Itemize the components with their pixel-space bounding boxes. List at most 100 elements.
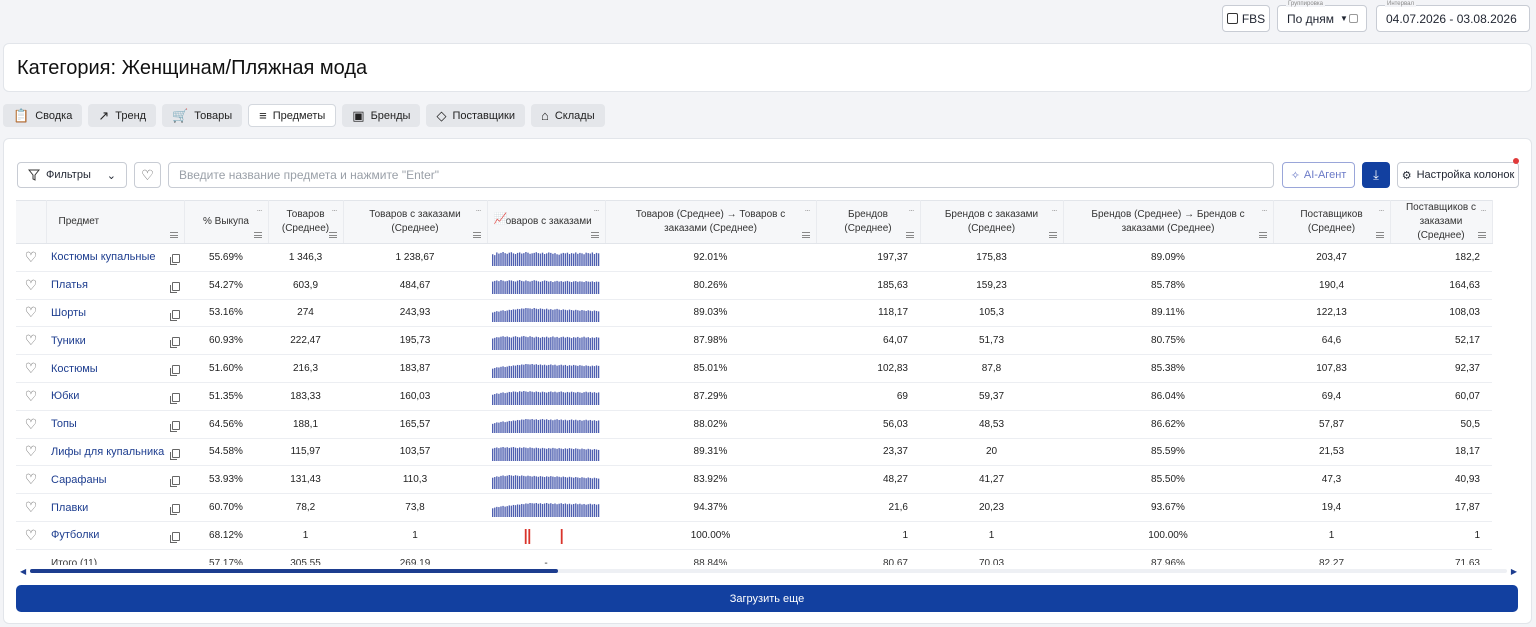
tab-1[interactable]: ↗ Тренд bbox=[88, 104, 157, 127]
column-header-suppliers_orders[interactable]: Поставщиков с заказами (Среднее) ··· bbox=[1390, 200, 1493, 244]
subject-link[interactable]: Костюмы купальные bbox=[51, 251, 156, 264]
column-header-goods[interactable]: Товаров (Среднее) ··· bbox=[268, 200, 344, 244]
grouping-select[interactable]: Группировка По дням ▼ bbox=[1277, 1, 1367, 32]
heart-icon[interactable]: ♡ bbox=[24, 248, 38, 265]
favorite-cell[interactable]: ♡ bbox=[16, 326, 46, 356]
column-header-goods_orders[interactable]: Товаров с заказами (Среднее) ··· bbox=[343, 200, 488, 244]
column-header-spark[interactable]: 📈 Товаров с заказами ··· bbox=[487, 200, 606, 244]
more-icon[interactable]: ··· bbox=[908, 206, 915, 215]
column-menu-icon[interactable] bbox=[169, 232, 178, 238]
more-icon[interactable]: ··· bbox=[1261, 206, 1268, 215]
subject-link[interactable]: Лифы для купальника bbox=[51, 445, 165, 458]
load-more-button[interactable]: Загрузить еще bbox=[16, 585, 1518, 612]
copy-icon[interactable] bbox=[170, 504, 180, 516]
scroll-left-icon[interactable]: ◀ bbox=[20, 567, 27, 576]
heart-icon[interactable]: ♡ bbox=[24, 526, 38, 543]
column-menu-icon[interactable] bbox=[1477, 232, 1486, 238]
column-menu-icon[interactable] bbox=[253, 232, 262, 238]
column-menu-icon[interactable] bbox=[328, 232, 337, 238]
subject-link[interactable]: Туники bbox=[51, 334, 86, 347]
spark-bar bbox=[514, 336, 517, 350]
copy-icon[interactable] bbox=[170, 531, 180, 543]
favorite-cell[interactable]: ♡ bbox=[16, 493, 46, 522]
interval-picker[interactable]: Интервал 04.07.2026 - 03.08.2026 bbox=[1376, 1, 1530, 32]
horizontal-scrollbar[interactable]: ◀ ▶ bbox=[20, 567, 1517, 576]
subject-link[interactable]: Платья bbox=[51, 279, 88, 292]
tab-0[interactable]: 📋 Сводка bbox=[3, 104, 83, 127]
more-icon[interactable]: ··· bbox=[1378, 206, 1385, 215]
filters-button[interactable]: Фильтры ⌄ bbox=[17, 162, 127, 188]
copy-icon[interactable] bbox=[170, 365, 180, 377]
column-menu-icon[interactable] bbox=[590, 232, 599, 238]
favorite-cell[interactable]: ♡ bbox=[16, 438, 46, 467]
ai-agent-button[interactable]: ✧ AI-Агент bbox=[1282, 162, 1355, 188]
scroll-right-icon[interactable]: ▶ bbox=[1510, 567, 1517, 576]
copy-icon[interactable] bbox=[170, 281, 180, 293]
favorite-cell[interactable]: ♡ bbox=[16, 299, 46, 328]
copy-icon[interactable] bbox=[170, 476, 180, 488]
copy-icon[interactable] bbox=[170, 392, 180, 404]
column-header-brands_orders[interactable]: Брендов с заказами (Среднее) ··· bbox=[920, 200, 1064, 244]
spark-bar bbox=[533, 448, 535, 461]
heart-icon[interactable]: ♡ bbox=[24, 443, 38, 460]
subject-link[interactable]: Футболки bbox=[51, 529, 100, 542]
tab-4[interactable]: ▣ Бренды bbox=[342, 104, 421, 127]
column-settings-button[interactable]: ⚙ Настройка колонок bbox=[1397, 162, 1519, 188]
heart-icon[interactable]: ♡ bbox=[24, 499, 38, 516]
subject-link[interactable]: Плавки bbox=[51, 501, 89, 514]
heart-icon[interactable]: ♡ bbox=[24, 387, 38, 404]
column-menu-icon[interactable] bbox=[1375, 232, 1384, 238]
column-menu-icon[interactable] bbox=[1048, 232, 1057, 238]
column-header-brands_ratio[interactable]: Брендов (Среднее) → Брендов с заказами (… bbox=[1063, 200, 1274, 244]
column-menu-icon[interactable] bbox=[1258, 232, 1267, 238]
heart-icon[interactable]: ♡ bbox=[24, 276, 38, 293]
fbs-toggle[interactable]: FBS bbox=[1222, 5, 1270, 32]
subject-link[interactable]: Костюмы bbox=[51, 362, 98, 375]
heart-icon[interactable]: ♡ bbox=[24, 471, 38, 488]
tab-2[interactable]: 🛒 Товары bbox=[162, 104, 243, 127]
tab-5[interactable]: ◇ Поставщики bbox=[426, 104, 525, 127]
column-header-goods_ratio[interactable]: Товаров (Среднее) → Товаров с заказами (… bbox=[605, 200, 817, 244]
favorite-cell[interactable]: ♡ bbox=[16, 271, 46, 300]
more-icon[interactable]: ··· bbox=[1480, 206, 1487, 215]
subject-link[interactable]: Юбки bbox=[51, 390, 80, 403]
more-icon[interactable]: ··· bbox=[804, 206, 811, 215]
more-icon[interactable]: ··· bbox=[593, 206, 600, 215]
favorite-cell[interactable]: ♡ bbox=[16, 410, 46, 439]
column-header-name[interactable]: Предмет bbox=[46, 200, 185, 244]
scroll-thumb[interactable] bbox=[30, 569, 558, 573]
subject-link[interactable]: Топы bbox=[51, 418, 77, 431]
download-button[interactable]: ⤓ bbox=[1362, 162, 1390, 188]
column-menu-icon[interactable] bbox=[905, 232, 914, 238]
copy-icon[interactable] bbox=[170, 337, 180, 349]
favorite-cell[interactable]: ♡ bbox=[16, 521, 46, 550]
column-header-brands[interactable]: Брендов (Среднее) ··· bbox=[816, 200, 921, 244]
favorite-cell[interactable]: ♡ bbox=[16, 243, 46, 272]
heart-icon[interactable]: ♡ bbox=[24, 332, 38, 349]
subject-link[interactable]: Шорты bbox=[51, 306, 87, 319]
more-icon[interactable]: ··· bbox=[1051, 206, 1058, 215]
column-menu-icon[interactable] bbox=[801, 232, 810, 238]
copy-icon[interactable] bbox=[170, 448, 180, 460]
table-container[interactable]: Предмет% Выкупа ··· Товаров (Среднее) ··· То… bbox=[16, 200, 1531, 565]
more-icon[interactable]: ··· bbox=[256, 206, 263, 215]
subject-link[interactable]: Сарафаны bbox=[51, 473, 107, 486]
favorites-button[interactable]: ♡ bbox=[134, 162, 161, 188]
favorite-cell[interactable]: ♡ bbox=[16, 465, 46, 495]
search-input[interactable] bbox=[168, 162, 1274, 188]
favorite-cell[interactable]: ♡ bbox=[16, 382, 46, 411]
copy-icon[interactable] bbox=[170, 254, 180, 265]
heart-icon[interactable]: ♡ bbox=[24, 415, 38, 432]
heart-icon[interactable]: ♡ bbox=[24, 304, 38, 321]
more-icon[interactable]: ··· bbox=[475, 206, 482, 215]
column-header-suppliers[interactable]: Поставщиков (Среднее) ··· bbox=[1273, 200, 1391, 244]
heart-icon[interactable]: ♡ bbox=[24, 360, 38, 377]
favorite-cell[interactable]: ♡ bbox=[16, 354, 46, 383]
column-header-buyout[interactable]: % Выкупа ··· bbox=[184, 200, 269, 244]
more-icon[interactable]: ··· bbox=[331, 206, 338, 215]
tab-3[interactable]: ≡ Предметы bbox=[248, 104, 337, 127]
copy-icon[interactable] bbox=[170, 420, 180, 432]
tab-6[interactable]: ⌂ Склады bbox=[531, 104, 605, 127]
copy-icon[interactable] bbox=[170, 309, 180, 321]
column-menu-icon[interactable] bbox=[472, 232, 481, 238]
